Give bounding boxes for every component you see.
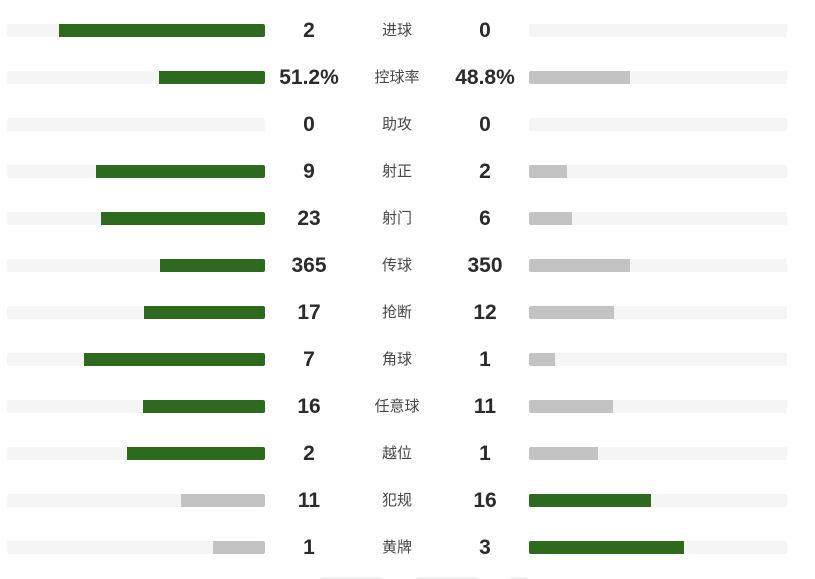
- home-stat-bar-fill: [96, 165, 265, 178]
- home-stat-bar-track: [7, 165, 265, 178]
- home-stat-bar-fill: [101, 212, 265, 225]
- home-stat-bar-fill: [144, 306, 265, 319]
- stat-label: 任意球: [374, 398, 420, 415]
- home-stat-bar-track: [7, 118, 265, 131]
- stat-label: 射正: [381, 163, 412, 180]
- home-stat-value: 16: [297, 395, 321, 418]
- home-stat-bar-track: [7, 306, 265, 319]
- home-stat-bar-track: [7, 24, 265, 37]
- home-stat-bar-fill: [159, 259, 265, 272]
- stat-label: 黄牌: [381, 539, 412, 556]
- stat-row: 16 任意球 11: [7, 383, 787, 430]
- away-stat-bar-fill: [529, 212, 572, 225]
- stat-row: 2 越位 1: [7, 430, 787, 477]
- home-stat-value: 1: [303, 536, 315, 559]
- away-stat-bar-fill: [529, 400, 614, 413]
- away-stat-bar-track: [529, 259, 787, 272]
- home-stat-value: 2: [303, 442, 315, 465]
- stat-label: 抢断: [381, 304, 412, 321]
- away-stat-bar-track: [529, 447, 787, 460]
- stat-label: 犯规: [381, 492, 412, 509]
- stat-label: 传球: [381, 257, 412, 274]
- home-stat-value: 7: [303, 348, 315, 371]
- stat-label: 进球: [381, 22, 412, 39]
- home-stat-bar-track: [7, 212, 265, 225]
- home-stat-bar-fill: [213, 541, 265, 554]
- stat-row: 0 助攻 0: [7, 101, 787, 148]
- home-stat-bar-track: [7, 447, 265, 460]
- away-stat-bar-fill: [529, 306, 615, 319]
- home-stat-value: 51.2%: [279, 66, 339, 89]
- home-stat-bar-fill: [180, 494, 265, 507]
- away-stat-bar-track: [529, 212, 787, 225]
- home-stat-value: 365: [291, 254, 327, 277]
- home-stat-value: 11: [297, 489, 321, 512]
- home-stat-bar-fill: [159, 71, 265, 84]
- home-stat-bar-fill: [84, 353, 265, 366]
- stat-label: 控球率: [374, 69, 420, 86]
- stat-row: 2 进球 0: [7, 7, 787, 54]
- home-stat-value: 0: [303, 113, 315, 136]
- cutoff-element: [509, 577, 529, 579]
- home-stat-bar-track: [7, 353, 265, 366]
- away-stat-value: 0: [479, 19, 491, 42]
- away-stat-bar-track: [529, 118, 787, 131]
- home-stat-value: 2: [303, 19, 315, 42]
- away-stat-value: 6: [479, 207, 491, 230]
- home-stat-bar-fill: [58, 24, 265, 37]
- away-stat-value: 48.8%: [455, 66, 515, 89]
- stat-label: 助攻: [381, 116, 412, 133]
- away-stat-value: 2: [479, 160, 491, 183]
- home-stat-value: 23: [297, 207, 321, 230]
- stat-row: 9 射正 2: [7, 148, 787, 195]
- away-stat-value: 1: [479, 348, 491, 371]
- away-stat-bar-fill: [529, 259, 631, 272]
- away-stat-bar-fill: [529, 165, 567, 178]
- away-stat-bar-fill: [529, 447, 598, 460]
- home-stat-bar-track: [7, 71, 265, 84]
- away-stat-value: 350: [467, 254, 503, 277]
- home-stat-value: 9: [303, 160, 315, 183]
- away-stat-bar-fill: [529, 494, 652, 507]
- home-stat-bar-track: [7, 541, 265, 554]
- away-stat-bar-track: [529, 306, 787, 319]
- stat-row: 51.2% 控球率 48.8%: [7, 54, 787, 101]
- stat-label: 角球: [381, 351, 412, 368]
- away-stat-bar-fill: [529, 71, 630, 84]
- stat-row: 11 犯规 16: [7, 477, 787, 524]
- stat-label: 射门: [381, 210, 412, 227]
- home-stat-bar-track: [7, 400, 265, 413]
- cutoff-element: [319, 577, 383, 579]
- stat-row: 365 传球 350: [7, 242, 787, 289]
- home-stat-bar-track: [7, 259, 265, 272]
- away-stat-value: 0: [479, 113, 491, 136]
- away-stat-bar-fill: [529, 353, 555, 366]
- stat-label: 越位: [381, 445, 412, 462]
- away-stat-bar-track: [529, 71, 787, 84]
- stat-row: 1 黄牌 3: [7, 524, 787, 571]
- away-stat-bar-track: [529, 165, 787, 178]
- away-stat-value: 1: [479, 442, 491, 465]
- away-stat-bar-fill: [529, 541, 684, 554]
- cutoff-element: [415, 577, 479, 579]
- away-stat-bar-track: [529, 541, 787, 554]
- away-stat-value: 11: [473, 395, 497, 418]
- home-stat-bar-fill: [127, 447, 265, 460]
- home-stat-value: 17: [297, 301, 321, 324]
- away-stat-value: 12: [473, 301, 497, 324]
- home-stat-bar-fill: [142, 400, 265, 413]
- away-stat-bar-track: [529, 494, 787, 507]
- home-stat-bar-track: [7, 494, 265, 507]
- stat-row: 23 射门 6: [7, 195, 787, 242]
- away-stat-value: 16: [473, 489, 497, 512]
- stat-row: 7 角球 1: [7, 336, 787, 383]
- stat-row: 17 抢断 12: [7, 289, 787, 336]
- away-stat-bar-track: [529, 353, 787, 366]
- away-stat-value: 3: [479, 536, 491, 559]
- away-stat-bar-track: [529, 400, 787, 413]
- away-stat-bar-track: [529, 24, 787, 37]
